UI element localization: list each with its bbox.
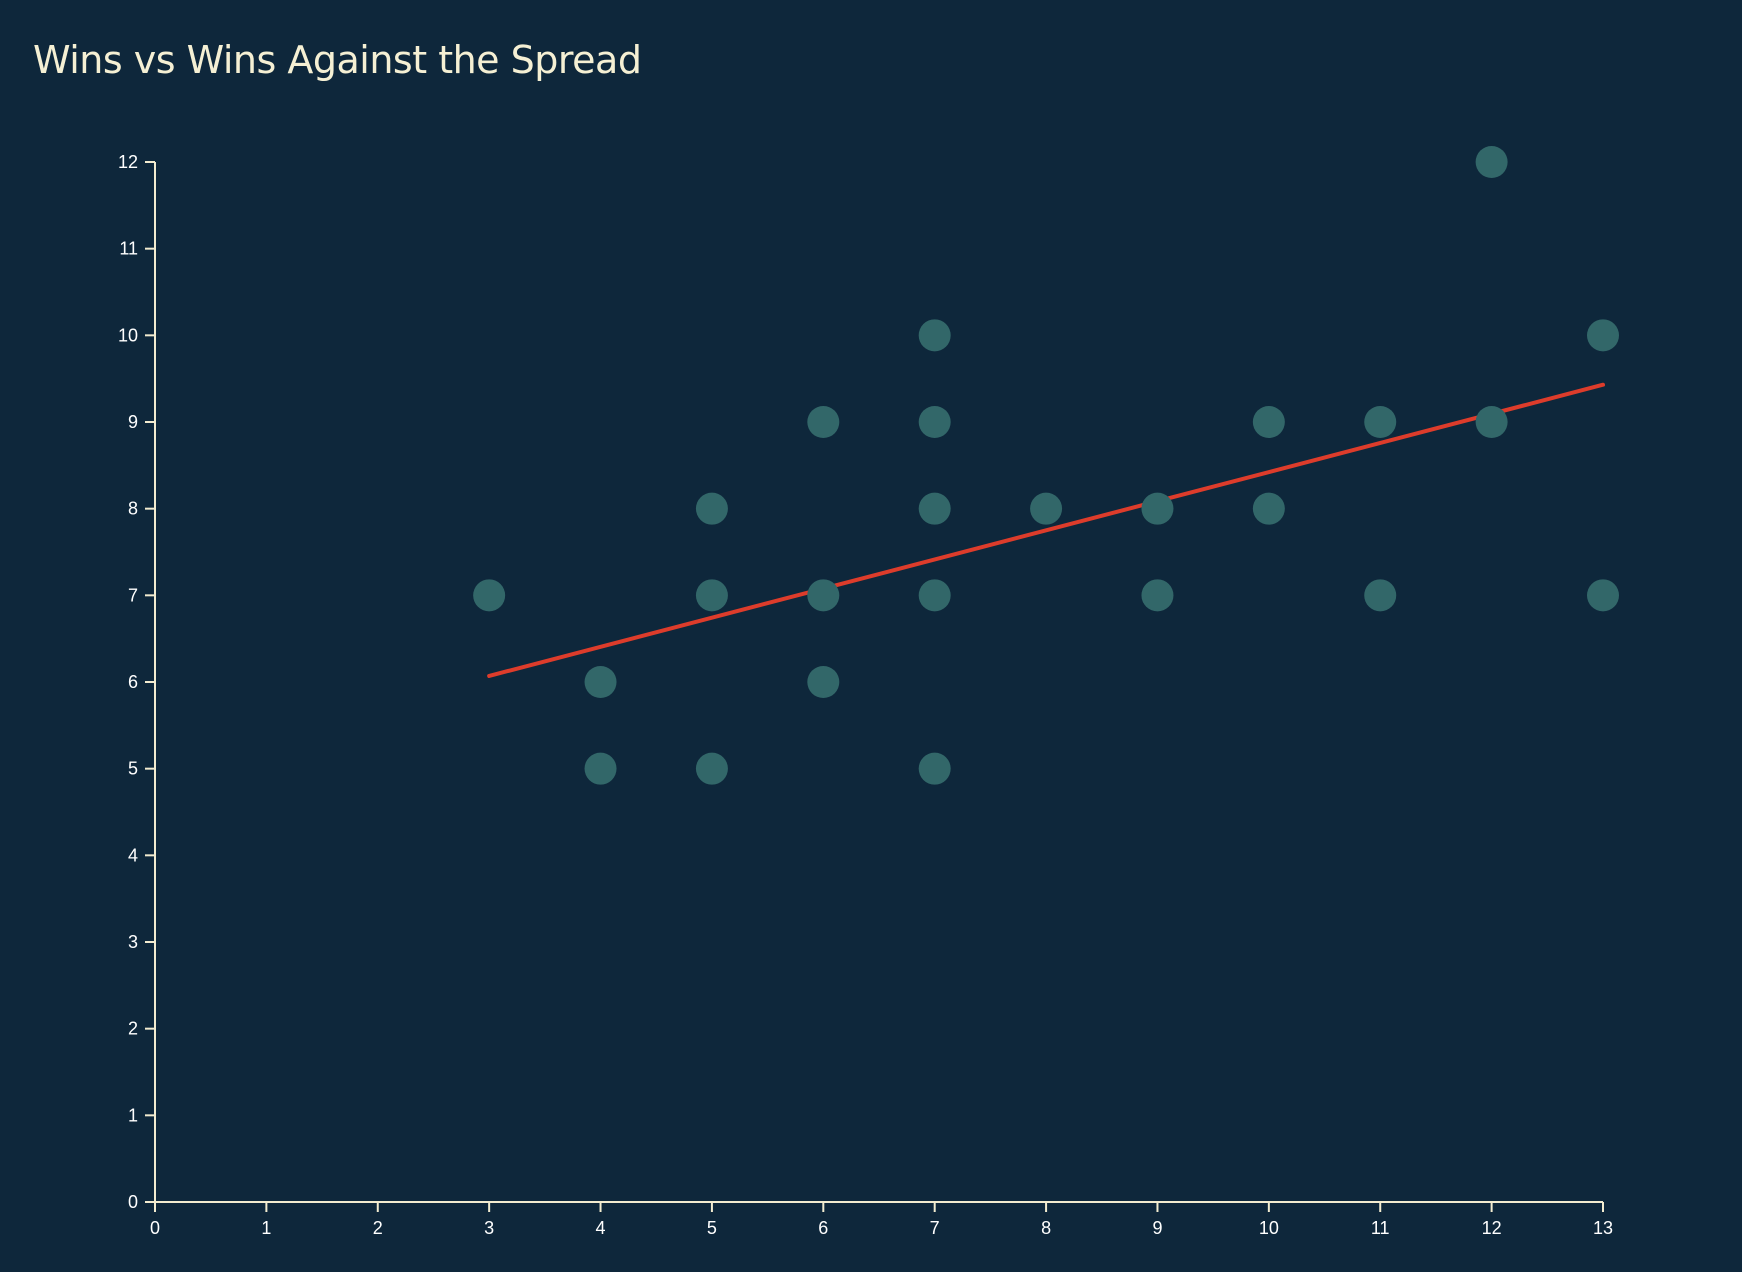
data-point [918,319,951,352]
data-point [473,579,506,612]
x-tick-label: 10 [1259,1218,1279,1238]
x-tick-label: 3 [484,1218,494,1238]
data-point [918,752,951,785]
x-tick-label: 9 [1152,1218,1162,1238]
y-tick-label: 4 [128,845,138,865]
data-point [584,666,617,698]
x-tick-label: 12 [1482,1218,1502,1238]
data-point [695,492,728,525]
data-point [918,492,951,525]
x-tick-label: 7 [930,1218,940,1238]
y-tick-label: 10 [118,325,138,345]
x-tick-label: 8 [1041,1218,1051,1238]
x-tick-label: 11 [1371,1218,1390,1238]
x-tick-label: 2 [373,1218,383,1238]
y-tick-label: 2 [128,1019,138,1039]
data-point [1141,579,1174,612]
x-tick-label: 4 [596,1218,606,1238]
chart-title: Wins vs Wins Against the Spread [33,38,642,82]
y-tick-label: 8 [128,499,138,519]
data-point [1475,146,1508,178]
data-point [918,579,951,612]
y-tick-label: 3 [128,932,138,952]
x-axis: 0 1 2 3 4 5 6 7 8 9 10 11 12 13 [150,1201,1613,1238]
data-point [1364,579,1397,612]
x-tick-label: 6 [818,1218,828,1238]
data-point [1030,492,1063,525]
y-tick-label: 12 [118,152,138,172]
y-tick-label: 7 [128,585,138,605]
data-point [918,406,951,438]
data-point [584,752,617,785]
y-tick-label: 1 [128,1105,138,1125]
x-tick-label: 13 [1593,1218,1613,1238]
data-point [1587,579,1619,612]
data-point [1252,406,1285,438]
y-tick-label: 5 [128,759,138,779]
data-point [1475,406,1508,438]
trend-line [487,382,1605,678]
trend-line-layer [487,382,1605,678]
x-tick-label: 0 [150,1218,160,1238]
x-tick-label: 1 [261,1218,271,1238]
x-tick-label: 5 [707,1218,717,1238]
data-point [1587,319,1619,352]
y-tick-label: 9 [128,412,138,432]
data-point [807,406,840,438]
data-point [807,666,840,698]
data-point [695,579,728,612]
data-point [807,579,840,612]
data-points-layer [473,146,1619,785]
data-point [1141,492,1174,525]
y-tick-label: 0 [128,1192,138,1212]
y-tick-label: 6 [128,672,138,692]
y-tick-label: 11 [119,239,138,259]
data-point [695,752,728,785]
data-point [1252,492,1285,525]
data-point [1364,406,1397,438]
